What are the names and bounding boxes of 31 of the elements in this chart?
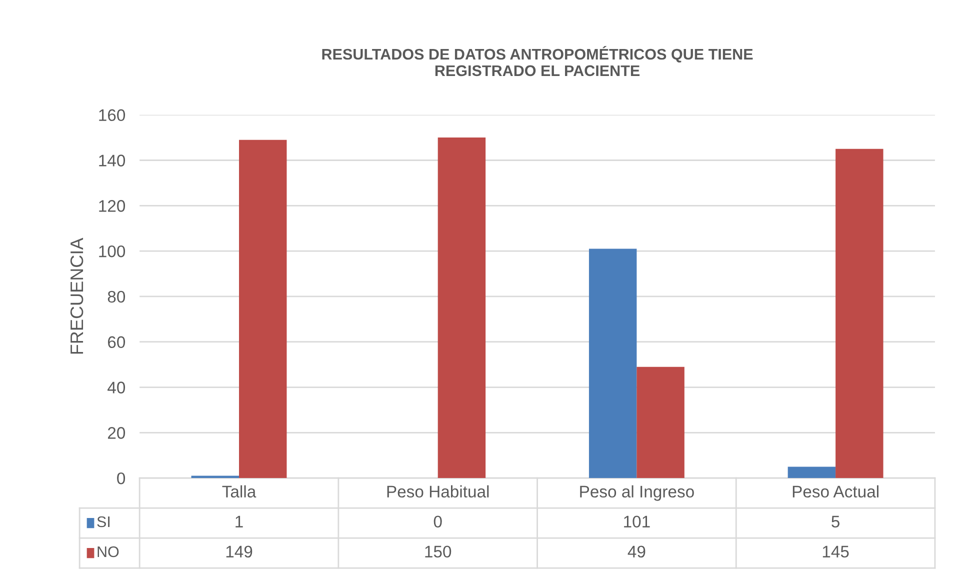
data-label: 5 bbox=[832, 516, 840, 528]
y-tick-label: 40 bbox=[108, 382, 126, 394]
bar bbox=[588, 248, 637, 478]
bar bbox=[836, 148, 884, 478]
data-label: 101 bbox=[624, 516, 650, 528]
y-tick-label: 140 bbox=[99, 154, 126, 166]
data-label: 150 bbox=[425, 546, 452, 558]
x-tick-label: Peso Actual bbox=[792, 485, 878, 498]
legend-label: SI bbox=[97, 516, 110, 528]
data-label: 49 bbox=[628, 546, 646, 558]
y-tick-label: 160 bbox=[99, 109, 126, 122]
data-label: 1 bbox=[236, 516, 243, 528]
x-tick-label: Peso Habitual bbox=[387, 485, 489, 498]
data-label: 145 bbox=[822, 546, 849, 558]
y-tick-label: 80 bbox=[108, 290, 126, 303]
bar bbox=[438, 138, 486, 478]
y-tick-label: 100 bbox=[99, 245, 126, 258]
x-tick-label: Talla bbox=[222, 485, 256, 498]
bar bbox=[239, 140, 287, 478]
legend-label: NO bbox=[98, 546, 119, 558]
y-tick-label: 60 bbox=[108, 336, 126, 348]
y-axis-title: FRECUENCIA bbox=[70, 238, 84, 354]
bar bbox=[636, 366, 684, 478]
y-tick-label: 0 bbox=[117, 472, 126, 484]
data-label: 0 bbox=[434, 516, 442, 528]
data-label: 149 bbox=[226, 546, 252, 558]
y-tick-label: 120 bbox=[99, 200, 126, 212]
chart-title: RESULTADOS DE DATOS ANTROPOMÉTRICOS QUE TIENE REGISTRADO EL PACIENTE bbox=[322, 46, 753, 76]
bar bbox=[788, 466, 836, 478]
y-tick-label: 20 bbox=[108, 427, 126, 439]
x-tick-label: Peso al Ingreso bbox=[580, 485, 694, 501]
